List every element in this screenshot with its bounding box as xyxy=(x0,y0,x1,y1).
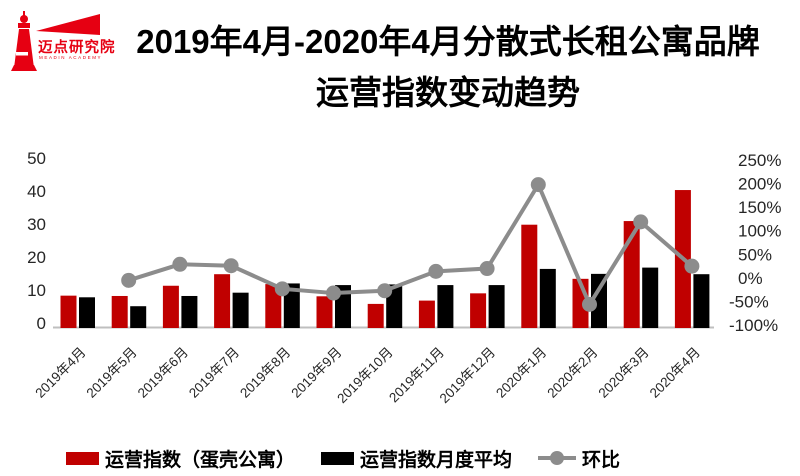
left-axis-tick-label: 20 xyxy=(27,248,46,267)
x-axis-label: 2019年10月 xyxy=(334,345,396,407)
x-axis-label: 2019年5月 xyxy=(84,345,140,401)
right-axis-tick-label: 100% xyxy=(738,222,781,241)
mom-line-marker xyxy=(582,296,597,312)
legend: 运营指数（蛋壳公寓） 运营指数月度平均 环比 xyxy=(66,443,620,473)
bar-danke-index xyxy=(214,274,231,328)
bar-monthly-average xyxy=(591,273,607,328)
bar-danke-index xyxy=(111,295,128,328)
bar-monthly-average xyxy=(539,268,556,328)
logo-lantern xyxy=(20,15,28,23)
x-axis-label: 2020年1月 xyxy=(493,345,549,401)
legend-swatch-mom-line xyxy=(538,451,577,465)
brand-logo: 迈点研究院 MEADIN ACADEMY xyxy=(2,6,115,76)
brand-subtext: MEADIN ACADEMY xyxy=(39,55,103,60)
bar-monthly-average xyxy=(283,283,300,328)
left-axis-tick-label: 30 xyxy=(27,215,46,234)
logo-stripe xyxy=(16,52,28,56)
operation-index-chart: 0 10 20 30 40 50 -100% -50% 0% 50% 100% 150% 200% 250… xyxy=(27,149,781,407)
right-axis-tick-label: -100% xyxy=(729,316,778,335)
bar-danke-index xyxy=(623,221,640,328)
legend-item-mom: 环比 xyxy=(538,445,620,472)
x-axis-label: 2020年2月 xyxy=(544,345,600,401)
mom-line-marker xyxy=(274,281,290,297)
x-axis-label: 2019年7月 xyxy=(186,345,242,401)
legend-line-marker xyxy=(550,451,565,465)
x-axis-label: 2020年4月 xyxy=(647,345,703,401)
x-axis-label: 2019年6月 xyxy=(135,345,191,401)
bar-monthly-average xyxy=(181,295,198,328)
bar-danke-index xyxy=(60,295,77,328)
x-axis-label: 2019年12月 xyxy=(437,345,499,407)
bar-monthly-average xyxy=(693,274,710,328)
mom-line-marker xyxy=(121,272,137,288)
bar-danke-index xyxy=(521,224,538,328)
right-axis-tick-label: 50% xyxy=(738,245,772,264)
legend-swatch-average xyxy=(321,451,355,465)
mom-line-marker xyxy=(223,258,239,274)
right-axis-tick-label: 250% xyxy=(738,151,781,170)
bar-danke-index xyxy=(316,296,333,328)
logo-base xyxy=(11,65,37,71)
bar-monthly-average xyxy=(488,285,505,328)
brand-name: 迈点研究院 xyxy=(38,40,116,56)
logo-beam xyxy=(36,14,100,35)
x-axis-label: 2019年4月 xyxy=(32,345,88,401)
bar-monthly-average xyxy=(642,267,659,328)
x-axis-label: 2019年8月 xyxy=(237,345,293,401)
legend-swatch-danke xyxy=(66,451,99,465)
legend-label-mom: 环比 xyxy=(582,449,621,471)
bar-danke-index xyxy=(418,300,435,328)
left-axis-tick-label: 10 xyxy=(27,281,46,300)
mom-line-marker xyxy=(377,283,393,299)
legend-label-average: 运营指数月度平均 xyxy=(360,449,513,471)
logo-tower xyxy=(14,29,34,68)
bar-danke-index xyxy=(470,293,487,328)
bar-danke-index xyxy=(265,284,282,328)
title-line-2: 运营指数变动趋势 xyxy=(316,74,580,111)
bar-monthly-average xyxy=(232,292,249,328)
mom-line-marker xyxy=(684,258,700,274)
bar-danke-index xyxy=(367,303,384,328)
bar-danke-index xyxy=(162,285,179,328)
title-line-1: 2019年4月-2020年4月分散式长租公寓品牌 xyxy=(136,23,760,60)
left-axis-tick-label: 50 xyxy=(27,149,46,168)
legend-label-danke: 运营指数（蛋壳公寓） xyxy=(105,449,296,471)
mom-line-marker xyxy=(633,214,649,230)
right-axis-tick-label: 150% xyxy=(738,198,781,217)
page-title: 2019年4月-2020年4月分散式长租公寓品牌 运营指数变动趋势 xyxy=(104,16,792,118)
right-axis-tick-label: -50% xyxy=(729,292,769,311)
bar-monthly-average xyxy=(130,306,147,328)
mom-line-marker xyxy=(172,256,188,272)
bar-monthly-average xyxy=(79,297,95,328)
mom-line-marker xyxy=(428,263,444,279)
legend-item-average: 运营指数月度平均 xyxy=(321,445,512,472)
x-axis-label: 2020年3月 xyxy=(596,345,652,401)
mom-line xyxy=(128,180,694,309)
logo-gallery xyxy=(18,23,30,28)
left-axis-tick-label: 40 xyxy=(27,182,46,201)
lighthouse-icon xyxy=(11,11,100,71)
right-axis-tick-label: 200% xyxy=(738,175,781,194)
mom-line-marker xyxy=(326,285,341,301)
legend-item-danke: 运营指数（蛋壳公寓） xyxy=(66,445,295,472)
mom-line-marker xyxy=(479,261,495,277)
mom-line-marker xyxy=(530,177,546,193)
right-axis-tick-label: 0% xyxy=(738,269,763,288)
left-axis-tick-label: 0 xyxy=(37,314,46,333)
bar-monthly-average xyxy=(437,285,454,328)
